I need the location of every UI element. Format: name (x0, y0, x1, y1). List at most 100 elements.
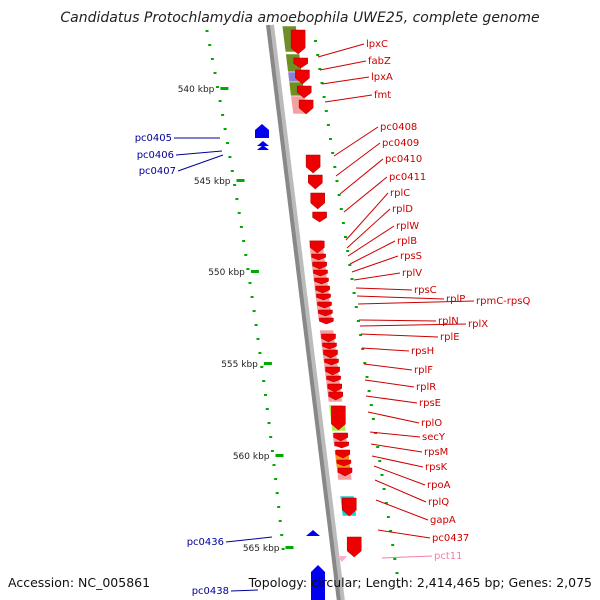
minor-tick (270, 450, 274, 452)
forward-gene-arrow (310, 240, 325, 254)
minor-tick (223, 128, 227, 130)
leader-line (345, 192, 389, 241)
reverse-gene-label: pc0406 (137, 150, 174, 161)
outer-tick (365, 376, 369, 378)
axis-tick-label: 555 kbp (221, 360, 258, 370)
axis-tick-label: 540 kbp (178, 85, 215, 95)
forward-gene-label: lpxC (366, 39, 388, 50)
leader-line (377, 529, 431, 539)
leader-line (319, 60, 367, 71)
leader-line (367, 411, 420, 424)
leader-line (349, 240, 396, 265)
leader-line (175, 150, 223, 156)
forward-gene-label: rplW (396, 221, 419, 232)
minor-tick (233, 184, 237, 186)
minor-tick (239, 226, 243, 228)
leader-line (364, 379, 415, 388)
forward-gene-arrow (328, 391, 343, 401)
forward-gene-label: rplN (438, 316, 459, 327)
forward-gene-arrow (318, 309, 333, 317)
minor-tick (242, 240, 246, 242)
minor-tick (277, 506, 281, 508)
leader-line (317, 43, 365, 58)
forward-gene-label: fabZ (368, 56, 391, 67)
forward-gene-label: rplP (446, 294, 465, 305)
outer-tick (397, 586, 401, 588)
reverse-gene-arrow (306, 530, 320, 536)
leader-line (375, 499, 429, 521)
forward-gene-label: rpmC-rpsQ (476, 296, 530, 307)
outer-tick (335, 180, 339, 182)
forward-gene-label: pc0408 (380, 122, 417, 133)
outer-tick (361, 348, 365, 350)
forward-gene-label: pc0437 (432, 533, 469, 544)
forward-gene-label: pc0409 (382, 138, 419, 149)
forward-gene-label: rplV (402, 268, 422, 279)
outer-tick (337, 194, 341, 196)
reverse-gene-label: pc0407 (139, 166, 176, 177)
leader-line (343, 176, 388, 213)
leader-line (371, 455, 424, 468)
forward-gene-arrow (322, 342, 337, 350)
leader-line (365, 395, 418, 404)
outer-tick (318, 68, 322, 70)
forward-gene-label: rplC (390, 188, 410, 199)
leader-line (353, 272, 401, 281)
forward-gene-arrow (312, 261, 327, 270)
backbone-line (266, 24, 341, 600)
leader-line (230, 589, 259, 592)
outer-tick (369, 404, 373, 406)
outer-tick (331, 152, 335, 154)
minor-tick (208, 44, 212, 46)
forward-gene-arrow (346, 536, 362, 558)
minor-tick (235, 198, 239, 200)
leader-line (356, 295, 445, 300)
axis-tick-label: 550 kbp (208, 268, 245, 278)
outer-tick (384, 502, 388, 504)
forward-gene-label: rplF (414, 365, 433, 376)
forward-gene-label: rplE (440, 332, 460, 343)
minor-tick (275, 492, 279, 494)
forward-gene-arrow (296, 85, 312, 99)
minor-tick (218, 100, 222, 102)
minor-tick (221, 114, 225, 116)
forward-gene-label: gapA (430, 515, 456, 526)
leader-line (346, 208, 391, 249)
reverse-gene-arrow (255, 124, 269, 138)
outer-tick (367, 390, 371, 392)
leader-line (381, 555, 433, 559)
reverse-gene-label: pc0405 (135, 133, 172, 144)
major-tick (236, 179, 245, 182)
forward-gene-arrow (308, 174, 323, 190)
minor-tick (226, 142, 229, 144)
forward-gene-arrow (313, 269, 328, 277)
forward-gene-label: rplX (468, 319, 488, 330)
forward-gene-label: rplO (421, 418, 442, 429)
reverse-gene-label: pc0436 (187, 537, 224, 548)
minor-tick (272, 464, 276, 466)
forward-gene-arrow (324, 358, 339, 366)
minor-tick (244, 254, 248, 256)
minor-tick (205, 30, 209, 32)
outer-tick (341, 222, 345, 224)
forward-gene-label: fmt (374, 90, 391, 101)
outer-tick (348, 264, 352, 266)
major-tick (275, 454, 284, 457)
forward-gene-arrow (327, 383, 342, 393)
reverse-gene-arrow (257, 145, 269, 150)
forward-gene-arrow (295, 69, 310, 85)
minor-tick (265, 408, 269, 410)
leader-line (347, 225, 395, 257)
leader-line (370, 443, 423, 453)
minor-tick (280, 534, 284, 536)
outer-tick (322, 96, 326, 98)
outer-tick (329, 138, 332, 140)
rna-gene-label: pct11 (434, 551, 463, 562)
forward-gene-arrow (331, 405, 346, 431)
reverse-gene-arrow (257, 141, 269, 146)
minor-tick (250, 296, 254, 298)
leader-line (321, 76, 370, 85)
forward-gene-arrow (337, 467, 353, 477)
forward-gene-arrow (326, 375, 341, 383)
forward-gene-label: rpoA (427, 480, 451, 491)
